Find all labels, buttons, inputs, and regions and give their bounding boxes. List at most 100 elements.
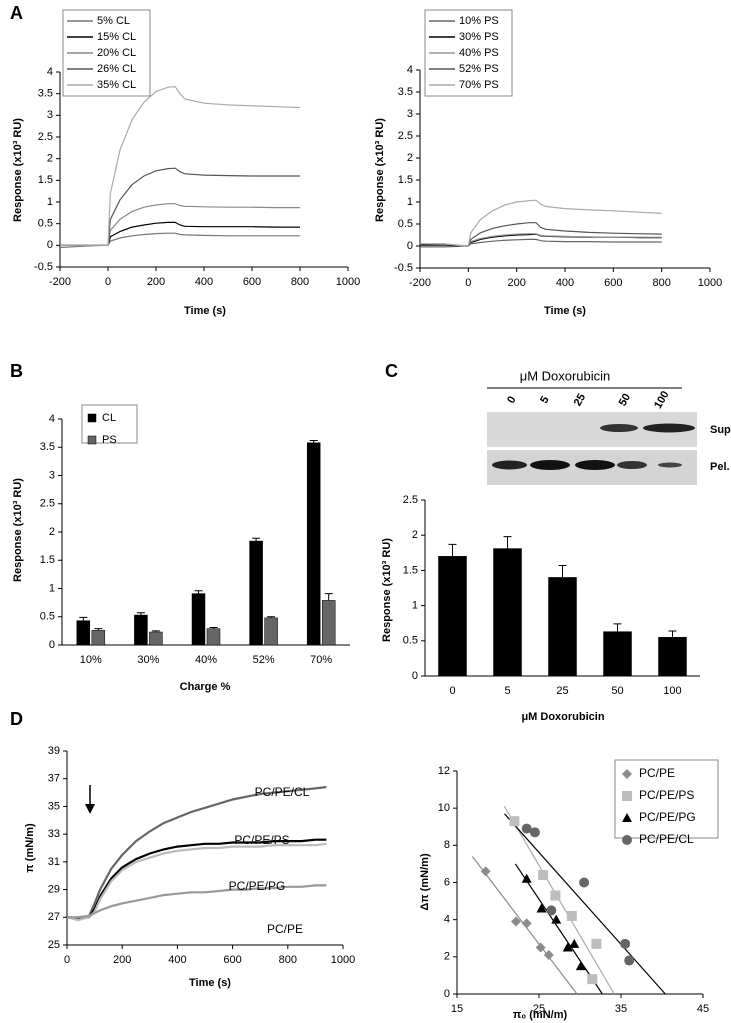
error-bar <box>324 593 333 601</box>
y-tick-label: 3 <box>49 469 55 481</box>
y-axis-label: Δπ (mN/m) <box>419 853 431 911</box>
y-tick-label: 2.5 <box>403 494 418 506</box>
point <box>546 905 557 916</box>
trendline <box>504 813 666 995</box>
panel-label: D <box>10 709 23 729</box>
y-tick-label: 0 <box>412 670 418 682</box>
blot-band <box>575 460 615 470</box>
bar <box>249 540 263 646</box>
y-tick-label: 1.5 <box>38 174 53 186</box>
legend-label: 15% CL <box>97 31 136 43</box>
point <box>591 938 602 949</box>
x-tick-label: 25 <box>533 1003 545 1015</box>
y-tick-label: 39 <box>48 745 60 757</box>
y-tick-label: 3.5 <box>40 441 55 453</box>
y-tick-label: 4 <box>444 914 450 926</box>
y-axis-label: Response (x10³ RU) <box>12 118 24 222</box>
y-tick-label: 2.5 <box>40 498 55 510</box>
blot-title: μM Doxorubicin <box>520 368 611 383</box>
trendline <box>514 863 603 995</box>
x-tick-label: 10% <box>80 654 102 666</box>
panel-label: B <box>10 361 23 381</box>
y-tick-label: 0.5 <box>40 611 55 623</box>
bar <box>134 614 148 646</box>
y-axis-label: π (mN/m) <box>24 823 36 873</box>
x-axis-label: π₀ (mN/m) <box>513 1009 568 1021</box>
bar <box>264 617 278 646</box>
x-tick-label: 50 <box>611 685 623 697</box>
point <box>521 918 532 929</box>
point <box>566 910 577 921</box>
y-tick-label: 4 <box>407 64 413 76</box>
legend-box <box>614 759 719 839</box>
y-tick-label: 4 <box>49 413 55 425</box>
y-tick-label: 2 <box>407 152 413 164</box>
y-tick-label: 0 <box>49 639 55 651</box>
panel-label: A <box>10 3 23 23</box>
y-tick-label: 0 <box>407 240 413 252</box>
bar <box>76 620 91 646</box>
x-tick-label: 100 <box>663 685 681 697</box>
legend-label: PS <box>102 434 117 446</box>
y-tick-label: 2.5 <box>398 130 413 142</box>
x-tick-label: 400 <box>556 277 574 289</box>
error-bar <box>151 630 160 633</box>
point <box>535 942 546 953</box>
series-label: PC/PE <box>267 922 303 936</box>
x-tick-label: 35 <box>615 1003 627 1015</box>
y-tick-label: 0 <box>47 239 53 251</box>
legend-label: PC/PE/PG <box>639 810 696 824</box>
y-tick-label: 2 <box>412 529 418 541</box>
x-tick-label: 800 <box>279 954 297 966</box>
legend-swatch <box>87 435 97 445</box>
x-tick-label: 45 <box>697 1003 709 1015</box>
x-tick-label: 0 <box>449 685 455 697</box>
error-bar <box>668 630 677 638</box>
point <box>620 938 631 949</box>
y-tick-label: 1.5 <box>398 174 413 186</box>
error-bar <box>194 590 203 594</box>
error-bar <box>94 628 103 631</box>
x-tick-label: 5 <box>504 685 510 697</box>
legend-swatch <box>622 769 632 779</box>
error-bar <box>309 439 318 443</box>
legend-label: PC/PE/CL <box>639 832 694 846</box>
legend-label: 52% PS <box>459 63 499 75</box>
arrow-head <box>85 804 95 814</box>
data-line <box>66 838 327 920</box>
lane-label: 25 <box>572 392 589 409</box>
blot-band <box>600 424 638 432</box>
x-tick-label: 25 <box>556 685 568 697</box>
x-tick-label: 30% <box>137 654 159 666</box>
error-bar <box>209 626 218 629</box>
series-label: PC/PE/PS <box>234 833 289 847</box>
legend-swatch <box>87 413 97 423</box>
error-bar <box>136 612 145 616</box>
y-tick-label: 31 <box>48 856 60 868</box>
y-tick-label: 3 <box>47 109 53 121</box>
error-bar <box>252 537 261 542</box>
legend-label: 5% CL <box>97 15 130 27</box>
x-tick-label: 800 <box>291 276 309 288</box>
legend-label: 40% PS <box>459 47 499 59</box>
legend-label: CL <box>102 412 116 424</box>
legend-swatch <box>622 813 632 822</box>
lane-label: 100 <box>652 389 672 411</box>
bar <box>493 548 522 677</box>
data-line <box>420 199 662 247</box>
point <box>521 823 532 834</box>
y-tick-label: 2 <box>444 951 450 963</box>
point <box>624 955 635 966</box>
x-tick-label: 52% <box>253 654 275 666</box>
y-tick-label: 1 <box>412 600 418 612</box>
point <box>569 938 580 948</box>
bar <box>91 630 106 646</box>
legend-swatch <box>622 835 632 845</box>
point <box>509 816 520 827</box>
lane-label: 0 <box>505 394 518 405</box>
lane-label: 50 <box>617 392 634 409</box>
y-tick-label: 33 <box>48 828 60 840</box>
bar <box>603 631 632 677</box>
y-tick-label: 3.5 <box>38 88 53 100</box>
